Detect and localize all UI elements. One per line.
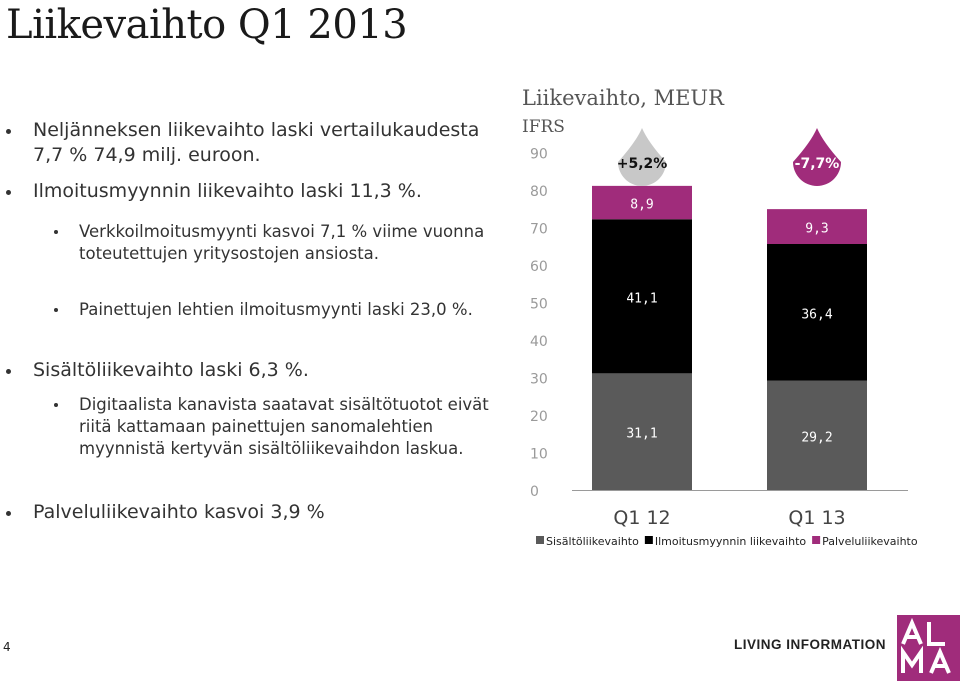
chart-subtitle: IFRS <box>522 117 565 137</box>
bar-segment <box>767 244 867 381</box>
footer-tagline: LIVING INFORMATION <box>734 637 886 652</box>
bar-segment <box>592 185 692 220</box>
change-label: +5,2% <box>617 156 668 172</box>
legend-entry: Ilmoitusmyynnin liikevaihto <box>655 535 807 548</box>
bar-segment <box>767 209 867 244</box>
y-tick-label: 50 <box>530 297 548 313</box>
bullet-item: Sisältöliikevaihto laski 6,3 %. <box>33 359 309 381</box>
y-tick-label: 10 <box>530 447 548 463</box>
bullet-item: Painettujen lehtien ilmoitusmyynti laski… <box>79 300 473 319</box>
data-label: 41,1 <box>626 291 657 306</box>
page-number: 4 <box>3 640 11 654</box>
bullet-item: Digitaalista kanavista saatavat sisältöt… <box>79 395 489 458</box>
data-label: 8,9 <box>630 198 653 213</box>
bar-segment <box>767 380 867 490</box>
chart-title: Liikevaihto, MEUR <box>522 86 724 110</box>
bar-segment <box>592 373 692 490</box>
page-title: Liikevaihto Q1 2013 <box>6 2 408 48</box>
x-tick-label: Q1 12 <box>613 507 670 529</box>
y-tick-label: 20 <box>530 409 548 425</box>
bullet-item: Ilmoitusmyynnin liikevaihto laski 11,3 %… <box>33 180 422 202</box>
data-label: 9,3 <box>805 222 828 237</box>
y-tick-label: 90 <box>530 147 548 163</box>
data-label: 29,2 <box>801 430 832 445</box>
x-tick-label: Q1 13 <box>788 507 845 529</box>
bullet-dot <box>6 129 11 134</box>
alma-logo-icon <box>901 617 951 674</box>
legend-entry: Sisältöliikevaihto <box>546 535 639 548</box>
bar-segment <box>592 219 692 374</box>
change-drop-marker <box>793 128 841 186</box>
bullet-item: Neljänneksen liikevaihto laski vertailuk… <box>33 119 480 166</box>
y-tick-label: 80 <box>530 184 548 200</box>
legend-swatch <box>812 536 821 544</box>
alma-logo <box>897 615 960 681</box>
legend-entry: Palveluliikevaihto <box>822 535 918 548</box>
bullet-dot <box>6 511 11 516</box>
data-label: 31,1 <box>626 427 657 442</box>
bullet-item: Palveluliikevaihto kasvoi 3,9 % <box>33 501 325 523</box>
bullet-dot <box>54 308 58 312</box>
change-label: -7,7% <box>795 156 840 172</box>
data-label: 36,4 <box>801 307 832 322</box>
bullet-dot <box>6 190 11 195</box>
bullet-item: Verkkoilmoitusmyynti kasvoi 7,1 % viime … <box>79 222 485 263</box>
bullet-dot <box>54 403 58 407</box>
y-tick-label: 30 <box>530 372 548 388</box>
y-tick-label: 70 <box>530 222 548 238</box>
y-tick-label: 60 <box>530 259 548 275</box>
legend-swatch <box>536 536 544 544</box>
y-tick-label: 40 <box>530 334 548 350</box>
bullet-dot <box>6 369 11 374</box>
y-tick-label: 0 <box>530 484 539 500</box>
bullet-dot <box>54 230 58 234</box>
legend-swatch <box>644 536 653 544</box>
change-drop-marker <box>618 128 666 186</box>
